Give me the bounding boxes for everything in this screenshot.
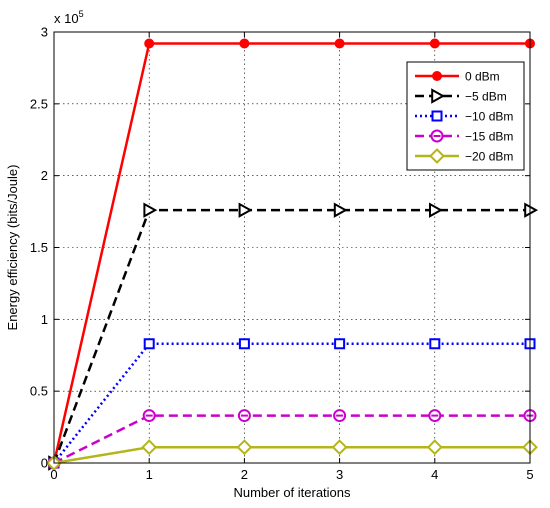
data-point (524, 202, 539, 218)
y-tick-label: 1 (41, 312, 48, 327)
data-point (236, 439, 253, 456)
data-point (428, 409, 442, 423)
legend-label: 0 dBm (465, 70, 500, 84)
x-tick-label: 3 (336, 467, 343, 482)
data-point (143, 202, 158, 218)
data-point (431, 88, 446, 104)
data-point (238, 338, 250, 350)
legend-label: −15 dBm (465, 130, 513, 144)
x-tick-label: 2 (241, 467, 248, 482)
series-3 (47, 409, 537, 470)
y-tick-label: 2.5 (30, 96, 48, 111)
data-point (144, 38, 155, 49)
x-tick-label: 4 (431, 467, 438, 482)
y-tick-label: 0 (41, 456, 48, 471)
data-point (238, 202, 253, 218)
y-multiplier-base: x 10 (54, 11, 79, 26)
data-point (429, 148, 445, 164)
data-point (334, 38, 345, 49)
series-line (52, 208, 530, 464)
data-point (333, 202, 348, 218)
data-point (430, 129, 444, 143)
legend-entry: 0 dBm (415, 70, 500, 84)
x-tick-label: 5 (526, 467, 533, 482)
data-point (429, 202, 443, 218)
series-layer (46, 38, 539, 471)
legend-entry: −20 dBm (415, 148, 513, 164)
data-point (334, 338, 346, 350)
data-point (333, 409, 347, 423)
legend-label: −20 dBm (465, 150, 513, 164)
y-tick-label: 0.5 (30, 384, 48, 399)
legend: 0 dBm −5 dBm −10 dBm −15 dBm −20 dBm (406, 61, 525, 171)
data-point (239, 38, 250, 49)
legend-entry: −10 dBm (415, 110, 513, 124)
data-point (426, 439, 443, 456)
axis-ticks: 0 1 2 3 4 5 0 0.5 1 1.5 2 2.5 3 (30, 25, 534, 483)
y-multiplier-exponent: 5 (79, 9, 84, 19)
data-point (237, 409, 251, 423)
x-tick-label: 1 (146, 467, 153, 482)
series-line (53, 445, 530, 465)
legend-entry: −15 dBm (415, 129, 513, 144)
y-tick-label: 2 (41, 168, 48, 183)
legend-label: −5 dBm (465, 90, 507, 104)
x-axis-title: Number of iterations (233, 485, 351, 500)
series-line (53, 414, 530, 465)
y-axis-multiplier: x 105 (54, 9, 84, 26)
x-tick-label: 0 (50, 467, 57, 482)
series-4 (46, 439, 538, 471)
series-line (52, 42, 530, 464)
legend-label: −10 dBm (465, 110, 513, 124)
data-point (432, 71, 442, 81)
data-point (431, 110, 443, 122)
y-axis-title: Energy efficiency (bits/Joule) (5, 165, 20, 331)
data-point (429, 338, 441, 350)
data-point (331, 439, 348, 456)
data-point (141, 439, 158, 456)
data-point (143, 338, 155, 350)
data-point (142, 409, 156, 423)
series-line (53, 342, 530, 464)
legend-entry: −5 dBm (415, 88, 507, 104)
y-tick-label: 1.5 (30, 240, 48, 255)
y-tick-label: 3 (41, 25, 48, 40)
data-point (429, 38, 440, 49)
